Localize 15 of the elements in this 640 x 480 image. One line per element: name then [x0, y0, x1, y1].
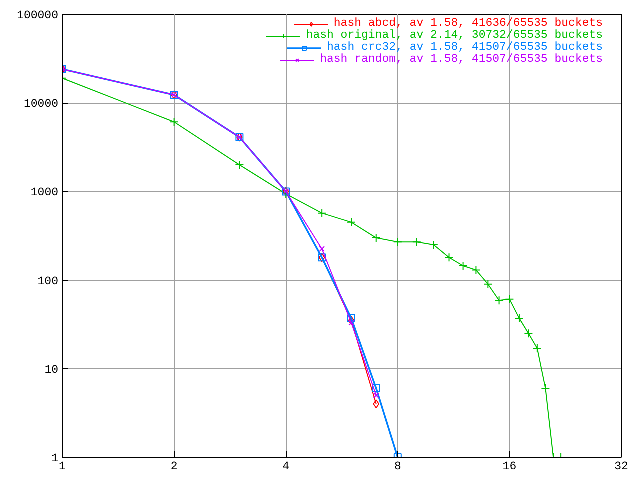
x-tick-label: 16	[502, 460, 517, 474]
x-tick-label: 4	[282, 460, 290, 474]
x-tick-label: 32	[614, 460, 628, 474]
legend-label: hash random, av 1.58, 41507/65535 buckets	[320, 53, 604, 66]
y-tick-label: 1000	[30, 186, 59, 200]
y-tick-label: 10000	[24, 98, 59, 112]
x-tick-label: 8	[394, 460, 402, 474]
x-tick-label: 2	[170, 460, 178, 474]
y-tick-label: 10	[44, 364, 59, 377]
y-tick-label: 100000	[17, 10, 59, 22]
y-tick-label: 1	[52, 452, 59, 466]
y-tick-label: 100	[38, 275, 59, 288]
legend-label: hash abcd, av 1.58, 41636/65535 buckets	[334, 17, 604, 30]
legend-label: hash original, av 2.14, 30732/65535 buckets	[306, 29, 604, 42]
legend-label: hash crc32, av 1.58, 41507/65535 buckets	[327, 41, 604, 54]
